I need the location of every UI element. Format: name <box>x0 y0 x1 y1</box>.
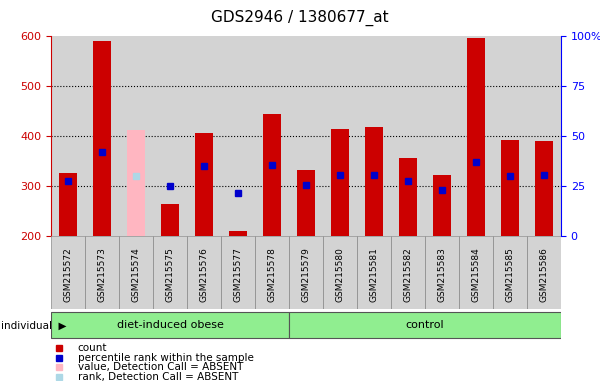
Bar <box>467 38 485 236</box>
Bar <box>194 133 214 236</box>
Bar <box>59 173 77 236</box>
Bar <box>289 236 323 309</box>
Bar <box>263 114 281 236</box>
Bar <box>289 313 561 338</box>
Text: individual  ▶: individual ▶ <box>1 320 66 331</box>
Text: GSM215574: GSM215574 <box>131 247 140 302</box>
Bar <box>51 313 289 338</box>
Text: value, Detection Call = ABSENT: value, Detection Call = ABSENT <box>78 362 243 372</box>
Text: GSM215583: GSM215583 <box>437 247 446 302</box>
Text: GDS2946 / 1380677_at: GDS2946 / 1380677_at <box>211 10 389 26</box>
Text: GSM215577: GSM215577 <box>233 247 242 302</box>
Bar <box>433 175 451 236</box>
Bar <box>229 231 247 236</box>
Bar <box>459 236 493 309</box>
Bar <box>391 236 425 309</box>
Text: GSM215579: GSM215579 <box>302 247 311 302</box>
Text: GSM215586: GSM215586 <box>539 247 548 302</box>
Bar <box>493 236 527 309</box>
Bar <box>161 204 179 236</box>
Bar <box>323 236 357 309</box>
Bar <box>527 236 561 309</box>
Text: GSM215578: GSM215578 <box>268 247 277 302</box>
Bar <box>255 236 289 309</box>
Bar <box>187 236 221 309</box>
Bar <box>357 236 391 309</box>
Text: diet-induced obese: diet-induced obese <box>116 320 223 330</box>
Text: count: count <box>78 343 107 353</box>
Bar <box>51 236 85 309</box>
Bar <box>398 158 418 236</box>
Bar <box>500 140 520 236</box>
Text: GSM215576: GSM215576 <box>199 247 209 302</box>
Text: rank, Detection Call = ABSENT: rank, Detection Call = ABSENT <box>78 372 238 382</box>
Text: GSM215572: GSM215572 <box>64 247 73 302</box>
Bar <box>425 236 459 309</box>
Text: percentile rank within the sample: percentile rank within the sample <box>78 353 254 362</box>
Bar <box>365 127 383 236</box>
Bar <box>92 41 112 236</box>
Bar <box>221 236 255 309</box>
Bar <box>296 170 316 236</box>
Text: GSM215580: GSM215580 <box>335 247 344 302</box>
Bar <box>535 141 553 236</box>
Bar <box>127 130 145 236</box>
Text: GSM215581: GSM215581 <box>370 247 379 302</box>
Text: GSM215575: GSM215575 <box>166 247 175 302</box>
Bar <box>119 236 153 309</box>
Bar <box>331 129 349 236</box>
Text: control: control <box>406 320 445 330</box>
Text: GSM215585: GSM215585 <box>505 247 515 302</box>
Text: GSM215584: GSM215584 <box>472 247 481 302</box>
Text: GSM215582: GSM215582 <box>404 247 413 302</box>
Bar <box>153 236 187 309</box>
Text: GSM215573: GSM215573 <box>97 247 107 302</box>
Bar <box>85 236 119 309</box>
